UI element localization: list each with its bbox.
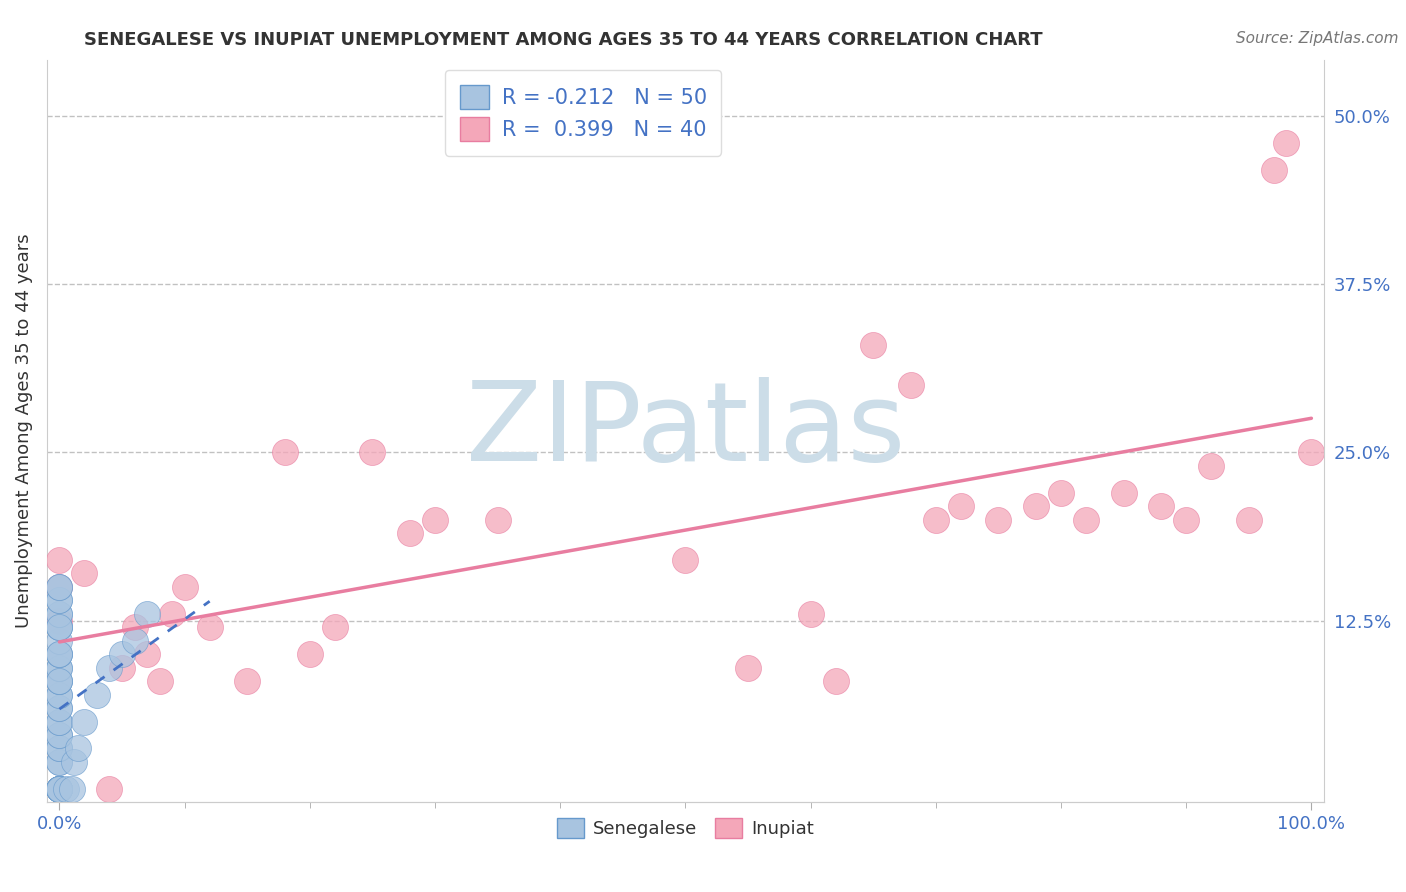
Point: [48, 647, 70, 661]
Point: [900, 378, 922, 392]
Point: [1275, 136, 1298, 150]
Point: [48, 701, 70, 715]
Point: [48, 781, 70, 796]
Point: [1175, 512, 1198, 526]
Point: [124, 620, 146, 634]
Point: [48, 607, 70, 621]
Point: [824, 674, 846, 689]
Point: [48, 781, 70, 796]
Point: [862, 337, 884, 351]
Point: [48, 660, 70, 674]
Point: [48, 593, 70, 607]
Point: [48, 755, 70, 769]
Point: [48, 620, 70, 634]
Point: [160, 607, 183, 621]
Point: [1112, 485, 1135, 500]
Point: [48, 580, 70, 594]
Point: [111, 647, 134, 661]
Point: [136, 647, 159, 661]
Text: SENEGALESE VS INUPIAT UNEMPLOYMENT AMONG AGES 35 TO 44 YEARS CORRELATION CHART: SENEGALESE VS INUPIAT UNEMPLOYMENT AMONG…: [84, 31, 1043, 49]
Point: [48, 674, 70, 689]
Point: [48, 674, 70, 689]
Point: [1074, 512, 1097, 526]
Point: [48, 781, 70, 796]
Legend: Senegalese, Inupiat: Senegalese, Inupiat: [550, 811, 821, 846]
Point: [48, 633, 70, 648]
Point: [486, 512, 509, 526]
Point: [48, 647, 70, 661]
Point: [673, 553, 696, 567]
Point: [1199, 458, 1222, 473]
Point: [323, 620, 346, 634]
Point: [423, 512, 446, 526]
Point: [48, 728, 70, 742]
Point: [48, 781, 70, 796]
Point: [73, 566, 96, 581]
Point: [1050, 485, 1073, 500]
Point: [48, 781, 70, 796]
Point: [48, 647, 70, 661]
Point: [73, 714, 96, 729]
Point: [48, 553, 70, 567]
Point: [236, 674, 259, 689]
Point: [48, 620, 70, 634]
Point: [949, 499, 972, 513]
Point: [1263, 162, 1285, 177]
Point: [1237, 512, 1260, 526]
Point: [48, 781, 70, 796]
Point: [1025, 499, 1047, 513]
Point: [48, 607, 70, 621]
Y-axis label: Unemployment Among Ages 35 to 44 years: Unemployment Among Ages 35 to 44 years: [15, 234, 32, 628]
Point: [55, 781, 77, 796]
Point: [737, 660, 759, 674]
Point: [173, 580, 195, 594]
Point: [48, 714, 70, 729]
Point: [925, 512, 948, 526]
Text: ZIPatlas: ZIPatlas: [465, 377, 905, 484]
Point: [48, 580, 70, 594]
Point: [198, 620, 221, 634]
Point: [48, 781, 70, 796]
Point: [98, 781, 121, 796]
Point: [48, 755, 70, 769]
Point: [1301, 445, 1323, 459]
Point: [60, 781, 83, 796]
Point: [67, 741, 90, 756]
Point: [98, 660, 121, 674]
Point: [48, 614, 70, 628]
Text: Source: ZipAtlas.com: Source: ZipAtlas.com: [1236, 31, 1399, 46]
Point: [111, 660, 134, 674]
Point: [48, 741, 70, 756]
Point: [148, 674, 170, 689]
Point: [48, 580, 70, 594]
Point: [48, 674, 70, 689]
Point: [274, 445, 297, 459]
Point: [48, 781, 70, 796]
Point: [399, 526, 422, 541]
Point: [48, 688, 70, 702]
Point: [1150, 499, 1173, 513]
Point: [361, 445, 384, 459]
Point: [987, 512, 1010, 526]
Point: [298, 647, 321, 661]
Point: [800, 607, 823, 621]
Point: [136, 607, 159, 621]
Point: [48, 620, 70, 634]
Point: [48, 741, 70, 756]
Point: [48, 714, 70, 729]
Point: [48, 593, 70, 607]
Point: [124, 633, 146, 648]
Point: [48, 688, 70, 702]
Point: [48, 781, 70, 796]
Point: [63, 755, 86, 769]
Point: [48, 660, 70, 674]
Point: [48, 781, 70, 796]
Point: [86, 688, 108, 702]
Point: [48, 701, 70, 715]
Point: [48, 728, 70, 742]
